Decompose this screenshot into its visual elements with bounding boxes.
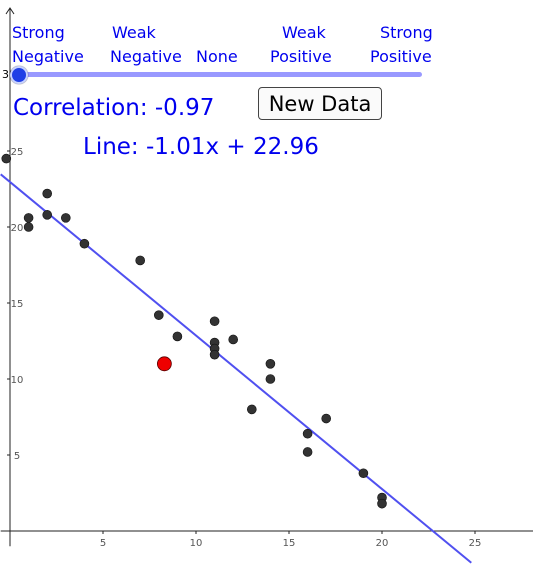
data-point[interactable] (172, 331, 183, 342)
data-point[interactable] (377, 498, 387, 509)
y-tick-label: 20 (11, 223, 24, 234)
correlation-slider-track[interactable] (18, 72, 422, 77)
data-point[interactable] (209, 349, 220, 360)
y-tick-label: 15 (11, 299, 24, 310)
x-tick-label: 10 (190, 538, 203, 549)
data-point[interactable] (209, 316, 220, 327)
data-point[interactable] (42, 188, 53, 199)
x-tick-label: 25 (469, 538, 482, 549)
data-point[interactable] (1, 153, 12, 164)
data-point[interactable] (321, 413, 332, 424)
highlighted-point[interactable] (156, 356, 172, 372)
data-point[interactable] (135, 255, 145, 266)
data-point[interactable] (154, 310, 164, 320)
data-point[interactable] (265, 358, 276, 369)
data-point[interactable] (247, 404, 257, 415)
data-point[interactable] (302, 428, 313, 439)
data-point[interactable] (42, 210, 53, 220)
correlation-slider-thumb[interactable] (10, 66, 28, 84)
x-tick-label: 20 (376, 538, 389, 549)
line-equation: Line: -1.01x + 22.96 (83, 134, 319, 160)
data-point[interactable] (23, 213, 34, 223)
y-tick-label: 5 (14, 451, 20, 462)
data-point[interactable] (302, 447, 313, 457)
data-point[interactable] (228, 334, 238, 345)
y-tick-label: 25 (11, 147, 24, 158)
label-strong-positive-top: Strong (380, 23, 433, 42)
y-tick-label: 10 (11, 375, 24, 386)
label-strong-positive-bottom: Positive (370, 47, 432, 66)
y-axis-arrow (5, 7, 15, 15)
data-point[interactable] (23, 222, 34, 232)
label-weak-positive-top: Weak (282, 23, 326, 42)
x-tick-label: 5 (100, 538, 106, 549)
label-none: None (196, 47, 238, 66)
label-weak-positive-bottom: Positive (270, 47, 332, 66)
label-strong-negative-bottom: Negative (12, 47, 84, 66)
data-point[interactable] (265, 374, 276, 384)
label-weak-negative-top: Weak (112, 23, 156, 42)
new-data-button[interactable]: New Data (258, 87, 382, 120)
data-point[interactable] (61, 213, 71, 223)
correlation-readout: Correlation: -0.97 (13, 95, 215, 121)
x-tick-label: 15 (283, 538, 296, 549)
label-strong-negative-top: Strong (12, 23, 65, 42)
data-point[interactable] (79, 238, 90, 249)
data-point[interactable] (358, 468, 369, 479)
label-weak-negative-bottom: Negative (110, 47, 182, 66)
regression-line (0, 173, 472, 564)
